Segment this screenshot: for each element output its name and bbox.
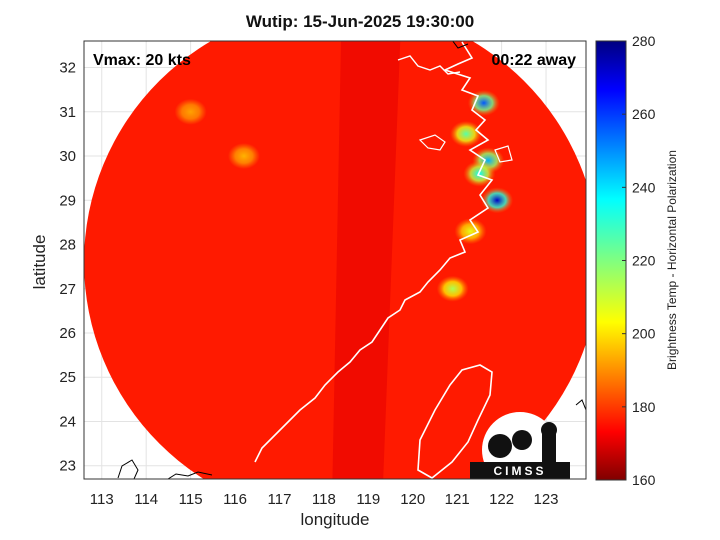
feature-mark	[450, 120, 483, 147]
y-tick-label: 26	[59, 325, 76, 342]
y-axis-ticks: 23 24 25 26 27 28 29 30 31 32	[59, 60, 76, 475]
y-tick-label: 27	[59, 281, 76, 298]
x-tick-label: 113	[90, 491, 114, 508]
y-axis-label: latitude	[30, 234, 49, 290]
x-tick-label: 122	[489, 491, 514, 508]
x-tick-label: 116	[223, 491, 247, 508]
colorbar-tick-label: 180	[632, 399, 656, 415]
eta-annotation: 00:22 away	[491, 52, 576, 69]
y-tick-label: 31	[59, 104, 76, 121]
y-tick-label: 29	[59, 192, 76, 209]
y-tick-label: 32	[59, 60, 76, 77]
vmax-annotation: Vmax: 20 kts	[93, 52, 191, 69]
feature-mark	[436, 275, 469, 302]
colorbar-tick-label: 260	[632, 106, 656, 122]
x-tick-label: 119	[356, 491, 380, 508]
colorbar-tick-label: 160	[632, 472, 656, 488]
feature-mark	[454, 218, 487, 245]
x-tick-label: 114	[134, 491, 158, 508]
colorbar-tick-label: 240	[632, 179, 656, 195]
chart-title: Wutip: 15-Jun-2025 19:30:00	[245, 12, 475, 31]
swath-band	[332, 41, 401, 479]
y-tick-label: 28	[59, 237, 76, 254]
feature-mark	[174, 98, 207, 125]
feature-mark	[227, 143, 260, 170]
x-tick-label: 120	[400, 491, 425, 508]
colorbar-tick-label: 200	[632, 326, 656, 342]
colorbar-ticks: 160 180 200 220 240 260 280	[622, 33, 656, 488]
x-tick-label: 117	[268, 491, 292, 508]
y-tick-label: 24	[59, 413, 76, 430]
y-tick-label: 30	[59, 148, 76, 165]
feature-mark	[467, 89, 500, 116]
colorbar	[595, 40, 627, 481]
feature-mark	[481, 187, 514, 214]
radar-disk	[84, 41, 586, 479]
x-tick-label: 118	[312, 491, 336, 508]
x-tick-label: 123	[534, 491, 559, 508]
x-axis-label: longitude	[300, 510, 370, 529]
coastline	[117, 41, 586, 479]
colorbar-tick-label: 220	[632, 253, 656, 269]
x-tick-label: 121	[445, 491, 470, 508]
cimss-logo: CIMSS	[470, 412, 570, 488]
colorbar-label: Brightness Temp - Horizontal Polarizatio…	[665, 150, 679, 370]
colorbar-tick-label: 280	[632, 33, 656, 49]
svg-text:CIMSS: CIMSS	[493, 464, 546, 478]
y-tick-label: 23	[59, 458, 76, 475]
x-tick-label: 115	[179, 491, 203, 508]
x-axis-ticks: 113 114 115 116 117 118 119 120 121 122 123	[90, 491, 559, 508]
y-tick-label: 25	[59, 369, 76, 386]
